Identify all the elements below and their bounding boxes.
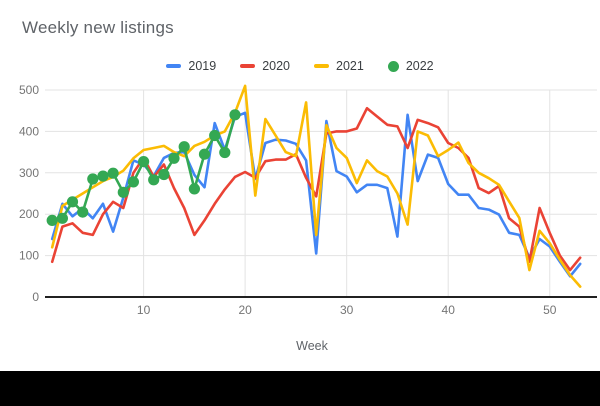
series-marker-2022-week-10[interactable]	[138, 156, 150, 168]
x-tick-label-30: 30	[340, 303, 354, 317]
legend-label-2020: 2020	[262, 59, 290, 73]
series-marker-2022-week-15[interactable]	[188, 183, 200, 195]
legend-item-2019: 2019	[166, 59, 216, 73]
y-tick-label-0: 0	[32, 290, 39, 304]
series-marker-2022-week-16[interactable]	[198, 148, 211, 160]
series-marker-2022-week-12[interactable]	[158, 168, 170, 181]
series-line-2021[interactable]	[50, 84, 582, 288]
chart-legend: 2019 2020 2021 2022	[0, 59, 600, 73]
y-tick-label-500: 500	[19, 83, 39, 97]
legend-swatch-2022	[387, 60, 399, 72]
series-marker-2022-week-6[interactable]	[97, 170, 109, 182]
legend-label-2021: 2021	[336, 59, 364, 73]
legend-label-2022: 2022	[405, 59, 434, 73]
legend-item-2020: 2020	[240, 59, 290, 73]
series-marker-2022-week-3[interactable]	[66, 196, 79, 208]
series-marker-2022-week-13[interactable]	[168, 152, 180, 164]
legend-label-2019: 2019	[188, 59, 217, 73]
series-marker-2022-week-5[interactable]	[87, 173, 99, 185]
series-marker-2022-week-1[interactable]	[46, 214, 58, 226]
series-marker-2022-week-7[interactable]	[107, 167, 119, 179]
x-tick-label-40: 40	[442, 303, 456, 317]
y-tick-label-100: 100	[19, 249, 39, 263]
series-marker-2022-week-19[interactable]	[229, 109, 241, 121]
series-marker-2022-week-11[interactable]	[148, 174, 160, 186]
series-marker-2022-week-18[interactable]	[219, 146, 231, 159]
plot-area[interactable]: 0 100 200 300 400 500 10 20 30 40 50 Week	[0, 0, 600, 371]
legend-item-2022: 2022	[387, 59, 434, 73]
x-axis-title: Week	[296, 339, 328, 353]
y-tick-label-400: 400	[19, 124, 39, 138]
x-tick-label-20: 20	[238, 303, 252, 317]
legend-swatch-2021	[314, 64, 329, 68]
series-marker-2022-week-14[interactable]	[178, 141, 190, 153]
y-tick-label-300: 300	[19, 166, 39, 180]
legend-item-2021: 2021	[314, 59, 364, 73]
series-marker-2022-week-17[interactable]	[209, 129, 221, 142]
y-tick-label-200: 200	[19, 207, 39, 221]
x-tick-label-50: 50	[543, 303, 557, 317]
series-marker-2022-week-9[interactable]	[127, 176, 139, 188]
legend-swatch-2020	[240, 64, 256, 68]
series-marker-2022-week-4[interactable]	[77, 206, 89, 218]
bottom-black-bar	[0, 371, 600, 406]
series-marker-2022-week-2[interactable]	[56, 212, 68, 224]
x-tick-label-10: 10	[137, 303, 151, 317]
legend-swatch-2019	[166, 64, 182, 68]
series-marker-2022-week-8[interactable]	[117, 186, 129, 198]
chart-title: Weekly new listings	[22, 18, 174, 37]
